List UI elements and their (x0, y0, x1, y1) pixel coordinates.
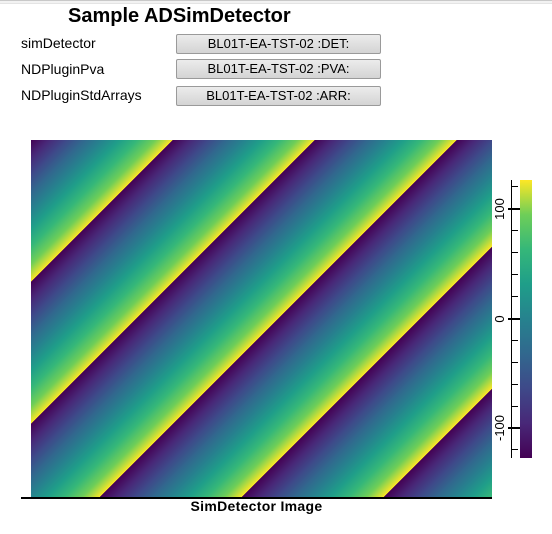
ndpluginstdarrays-pv-button[interactable]: BL01T-EA-TST-02 :ARR: (176, 86, 381, 106)
colorbar-major-tick (508, 427, 520, 429)
colorbar-minor-tick (511, 406, 518, 407)
simdetector-pv-button[interactable]: BL01T-EA-TST-02 :DET: (176, 34, 381, 54)
colorbar-tick-label: 100 (492, 198, 507, 220)
colorbar-minor-tick (511, 296, 518, 297)
colorbar-minor-tick (511, 274, 518, 275)
image-baseline (21, 497, 492, 499)
colorbar-tick-label: -100 (492, 414, 507, 442)
colorbar-minor-tick (511, 186, 518, 187)
page-title: Sample ADSimDetector (68, 5, 291, 27)
ndpluginstdarrays-label: NDPluginStdArrays (21, 87, 142, 103)
colorbar (520, 180, 532, 458)
ndpluginpva-label: NDPluginPva (21, 61, 105, 77)
colorbar-tick-label: 0 (492, 315, 507, 323)
colorbar-minor-tick (511, 340, 518, 341)
window-top-edge (0, 0, 552, 4)
simdetector-image-canvas (31, 140, 492, 498)
ndpluginpva-pv-button[interactable]: BL01T-EA-TST-02 :PVA: (176, 59, 381, 79)
colorbar-major-tick (508, 318, 520, 320)
colorbar-minor-tick (511, 230, 518, 231)
simdetector-image[interactable] (21, 140, 492, 498)
colorbar-minor-tick (511, 449, 518, 450)
colorbar-minor-tick (511, 384, 518, 385)
colorbar-minor-tick (511, 252, 518, 253)
simdetector-label: simDetector (21, 35, 96, 51)
colorbar-minor-tick (511, 362, 518, 363)
image-caption: SimDetector Image (190, 498, 323, 514)
colorbar-major-tick (508, 208, 520, 210)
